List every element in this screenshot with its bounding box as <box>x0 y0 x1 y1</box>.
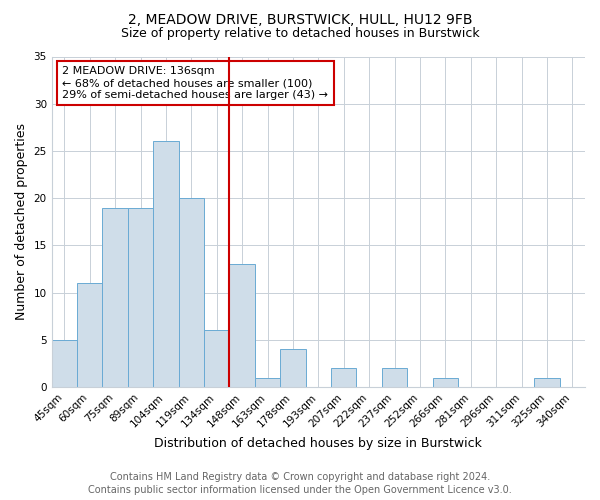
Bar <box>77 283 103 387</box>
Text: 2, MEADOW DRIVE, BURSTWICK, HULL, HU12 9FB: 2, MEADOW DRIVE, BURSTWICK, HULL, HU12 9… <box>128 12 472 26</box>
Bar <box>534 378 560 387</box>
Bar <box>331 368 356 387</box>
Bar <box>179 198 204 387</box>
Bar <box>433 378 458 387</box>
Bar <box>229 264 255 387</box>
Text: Contains HM Land Registry data © Crown copyright and database right 2024.
Contai: Contains HM Land Registry data © Crown c… <box>88 472 512 495</box>
Bar <box>153 142 179 387</box>
Text: 2 MEADOW DRIVE: 136sqm
← 68% of detached houses are smaller (100)
29% of semi-de: 2 MEADOW DRIVE: 136sqm ← 68% of detached… <box>62 66 328 100</box>
Bar <box>52 340 77 387</box>
Bar <box>382 368 407 387</box>
Bar <box>280 349 305 387</box>
X-axis label: Distribution of detached houses by size in Burstwick: Distribution of detached houses by size … <box>154 437 482 450</box>
Bar <box>255 378 280 387</box>
Y-axis label: Number of detached properties: Number of detached properties <box>15 123 28 320</box>
Bar <box>128 208 153 387</box>
Text: Size of property relative to detached houses in Burstwick: Size of property relative to detached ho… <box>121 28 479 40</box>
Bar <box>103 208 128 387</box>
Bar <box>204 330 229 387</box>
